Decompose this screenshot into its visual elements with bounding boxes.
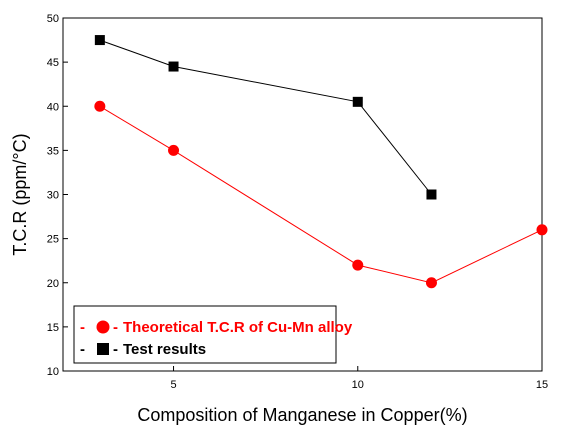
legend-prefix: - (80, 319, 85, 336)
series-layer (94, 35, 548, 289)
series-1-point (536, 224, 548, 236)
series-1-point (352, 259, 364, 271)
series-line-2 (99, 39, 432, 195)
y-tick-label: 15 (47, 322, 59, 334)
legend-suffix: - (113, 341, 118, 358)
series-2-point (426, 189, 437, 200)
series-2-point (352, 96, 363, 107)
x-tick-label: 15 (536, 379, 548, 391)
legend-label: Theoretical T.C.R of Cu-Mn alloy (123, 319, 353, 336)
y-tick-label: 45 (47, 57, 59, 69)
series-2-point (94, 35, 105, 46)
legend-entries: - - Theoretical T.C.R of Cu-Mn alloy- - Test… (80, 319, 353, 358)
legend-marker-circle (96, 320, 110, 334)
series-line-1 (99, 105, 543, 284)
x-tick-label: 5 (170, 379, 176, 391)
ticks-layer: 5 10 15 10 15 20 25 30 35 40 45 50 (47, 13, 548, 391)
y-tick-label: 40 (47, 101, 59, 113)
legend-label: Test results (123, 341, 206, 358)
y-tick-label: 30 (47, 190, 59, 202)
y-tick-label: 25 (47, 234, 59, 246)
series-1-point (425, 277, 437, 289)
x-axis-title: Composition of Manganese in Copper(%) (137, 405, 467, 425)
legend-box (73, 305, 337, 364)
legend-prefix: - (80, 341, 85, 358)
y-tick-label: 10 (47, 366, 59, 378)
y-tick-label: 50 (47, 13, 59, 25)
series-1-point (168, 144, 180, 156)
y-axis-title: T.C.R (ppm/°C) (10, 133, 30, 255)
series-2-point (168, 61, 179, 72)
legend-marker-square (97, 343, 109, 355)
y-tick-label: 20 (47, 278, 59, 290)
y-tick-label: 35 (47, 145, 59, 157)
series-1-point (94, 100, 106, 112)
x-tick-label: 10 (352, 379, 364, 391)
legend-suffix: - (113, 319, 118, 336)
legend: - - Theoretical T.C.R of Cu-Mn alloy- - Test… (73, 305, 353, 364)
